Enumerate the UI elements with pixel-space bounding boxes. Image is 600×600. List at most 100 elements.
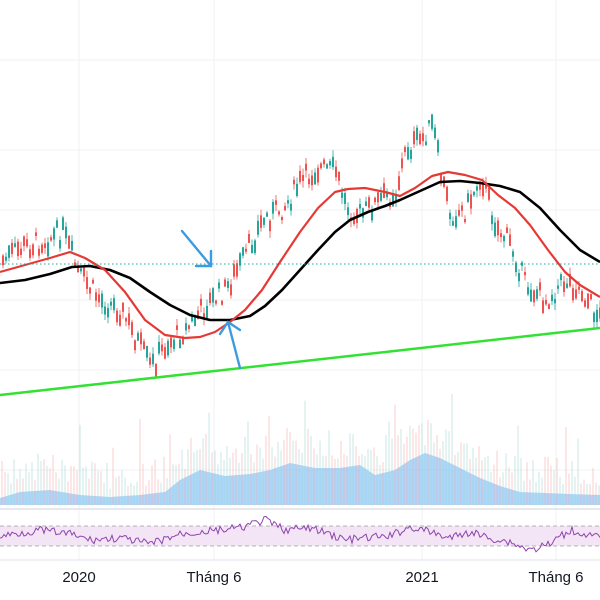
candles (2, 113, 600, 378)
candle-body (104, 306, 106, 315)
candle-body (161, 344, 163, 352)
candle-body (50, 237, 52, 241)
candle-body (425, 141, 427, 145)
candle-body (371, 210, 373, 221)
candle-body (431, 114, 433, 129)
candle-body (2, 255, 4, 266)
candle-body (401, 158, 403, 169)
candle-body (215, 300, 217, 304)
candle-body (434, 127, 436, 139)
candle-body (407, 147, 409, 160)
candle-body (65, 226, 67, 239)
candle-body (41, 244, 43, 253)
candle-body (524, 272, 526, 276)
candle-body (563, 281, 565, 292)
x-tick-label: 2021 (405, 569, 439, 586)
candle-body (560, 274, 562, 281)
candle-body (5, 256, 7, 261)
candle-body (143, 341, 145, 350)
candle-body (284, 205, 286, 211)
candle-body (116, 310, 118, 323)
candle-body (452, 221, 454, 226)
candle-body (140, 332, 142, 345)
candle-body (491, 215, 493, 225)
candle-body (164, 347, 166, 359)
candle-body (398, 176, 400, 191)
candle-body (293, 179, 295, 185)
candle-body (410, 149, 412, 160)
candle-body (245, 248, 247, 252)
candle-body (449, 212, 451, 220)
candle-body (533, 290, 535, 303)
candle-body (341, 192, 343, 198)
candle-body (23, 236, 25, 246)
candle-body (281, 216, 283, 221)
candle-body (329, 161, 331, 166)
ma-short-line (0, 170, 600, 340)
candle-body (203, 313, 205, 319)
candle-body (542, 300, 544, 313)
candle-body (233, 264, 235, 277)
candle-body (197, 310, 199, 319)
candle-body (275, 200, 277, 205)
candle-body (566, 283, 568, 288)
candle-body (254, 240, 256, 254)
candle-body (53, 228, 55, 240)
candle-body (596, 309, 598, 323)
candle-body (482, 183, 484, 197)
candle-body (551, 294, 553, 302)
candle-body (308, 178, 310, 185)
candle-body (305, 163, 307, 171)
candle-body (437, 140, 439, 153)
candle-body (236, 263, 238, 277)
candle-body (101, 293, 103, 308)
candle-body (206, 305, 208, 318)
candle-body (365, 201, 367, 207)
candle-body (89, 287, 91, 294)
arrow-down-right (180, 229, 213, 268)
candle-body (374, 197, 376, 203)
rsi-line (0, 515, 600, 553)
trendline (0, 326, 600, 397)
candle-body (8, 245, 10, 258)
candle-body (587, 293, 589, 309)
candle-body (383, 183, 385, 198)
candle-body (539, 282, 541, 291)
candle-body (500, 233, 502, 238)
candle-body (122, 302, 124, 312)
candle-body (146, 345, 148, 358)
candle-body (494, 222, 496, 237)
candle-body (593, 312, 595, 322)
candle-body (137, 332, 139, 341)
candle-body (125, 318, 127, 322)
candle-body (74, 262, 76, 266)
candle-body (548, 304, 550, 310)
candle-body (260, 215, 262, 228)
candle-body (272, 201, 274, 214)
candle-body (572, 288, 574, 301)
candle-body (590, 293, 592, 300)
candle-body (119, 314, 121, 326)
candle-body (392, 194, 394, 207)
candle-body (473, 191, 475, 196)
candle-body (302, 174, 304, 181)
candle-body (332, 156, 334, 168)
candle-body (512, 251, 514, 257)
candle-body (518, 273, 520, 282)
candle-body (212, 288, 214, 303)
candle-body (461, 205, 463, 211)
candle-body (98, 294, 100, 303)
candle-body (221, 300, 223, 305)
candle-body (92, 279, 94, 284)
candle-body (578, 286, 580, 290)
candle-body (422, 133, 424, 142)
candle-body (83, 267, 85, 277)
candle-body (110, 301, 112, 306)
candle-body (470, 194, 472, 209)
candle-body (386, 192, 388, 198)
x-tick-label: Tháng 6 (528, 569, 584, 586)
candle-body (569, 273, 571, 287)
candle-body (419, 133, 421, 145)
candle-body (107, 307, 109, 318)
